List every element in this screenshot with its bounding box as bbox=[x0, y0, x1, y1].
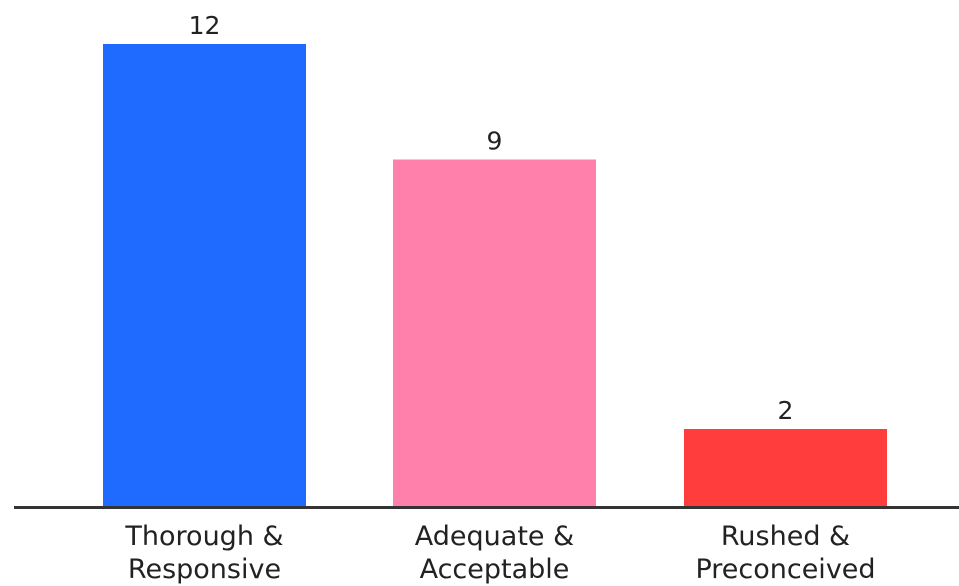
category-labels-group: Thorough &Responsive Adequate &Acceptable… bbox=[124, 521, 875, 585]
category-label-1-line-2: Responsive bbox=[128, 554, 281, 585]
value-labels-group: 12 9 2 bbox=[189, 11, 794, 425]
bar-3 bbox=[684, 429, 887, 506]
bar-2 bbox=[393, 159, 596, 506]
value-label-1: 12 bbox=[189, 11, 221, 40]
category-label-2-line-1: Adequate & bbox=[415, 521, 574, 552]
category-label-3-line-1: Rushed & bbox=[721, 521, 850, 552]
bar-1 bbox=[103, 44, 306, 506]
category-label-2-line-2: Acceptable bbox=[420, 554, 570, 585]
category-label-3-line-2: Preconceived bbox=[695, 554, 875, 585]
value-label-3: 2 bbox=[778, 396, 794, 425]
value-label-2: 9 bbox=[487, 127, 503, 156]
bars-group bbox=[103, 44, 887, 506]
category-label-1-line-1: Thorough & bbox=[124, 521, 283, 552]
